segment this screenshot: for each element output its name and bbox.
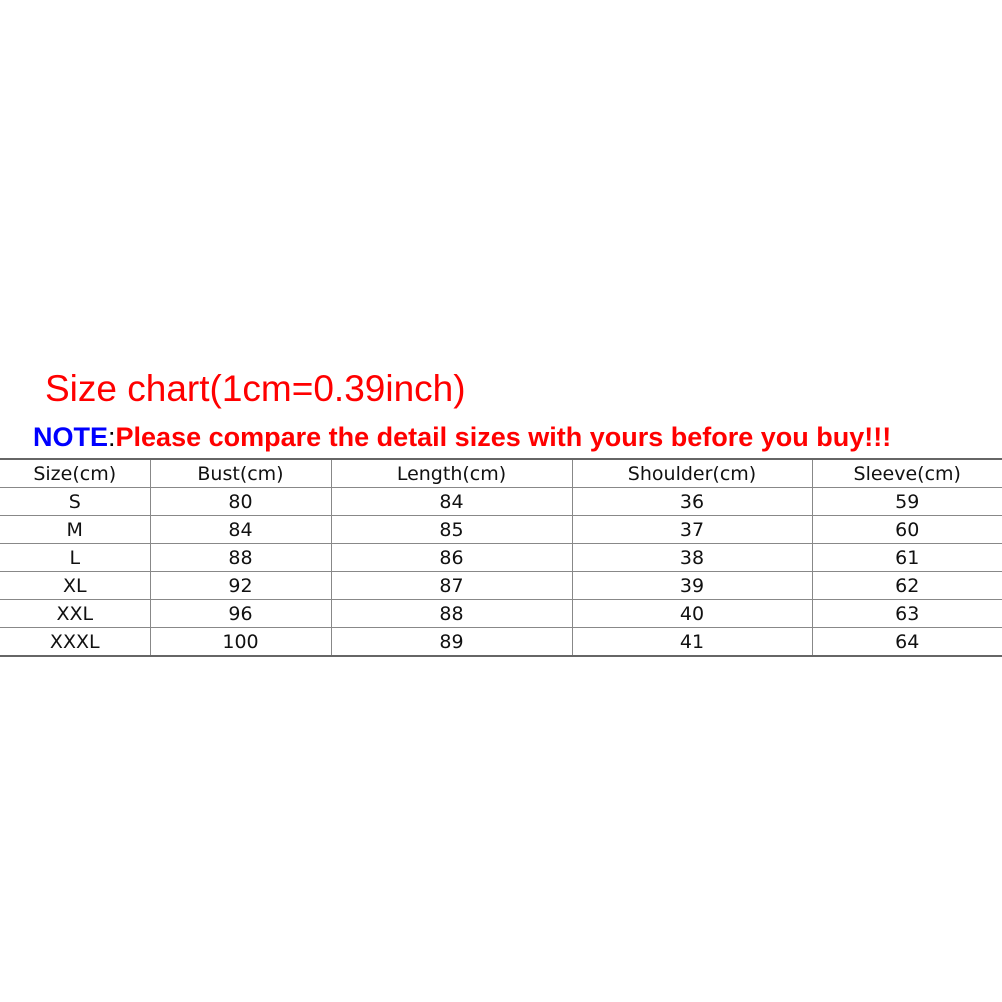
note-text: Please compare the detail sizes with you… [115, 422, 892, 452]
table-cell: 59 [811, 487, 1002, 516]
table-cell: 80 [149, 487, 331, 516]
table-cell: 87 [330, 571, 572, 600]
table-cell: XXL [0, 599, 150, 628]
table-cell: 64 [811, 627, 1002, 657]
note: NOTE:Please compare the detail sizes wit… [33, 422, 891, 453]
table-cell: 86 [330, 543, 572, 572]
column-header: Bust(cm) [149, 458, 331, 488]
table-cell: 84 [149, 515, 331, 544]
column-header: Size(cm) [0, 458, 150, 488]
table-cell: 61 [811, 543, 1002, 572]
table-cell: 62 [811, 571, 1002, 600]
table-cell: 92 [149, 571, 331, 600]
table-cell: M [0, 515, 150, 544]
table-cell: 63 [811, 599, 1002, 628]
table-cell: 89 [330, 627, 572, 657]
table-cell: 39 [571, 571, 812, 600]
table-cell: 84 [330, 487, 572, 516]
table-row: L 88 86 38 61 [0, 543, 1002, 572]
table-cell: 36 [571, 487, 812, 516]
column-header: Sleeve(cm) [811, 458, 1002, 488]
note-colon: : [108, 422, 116, 452]
table-row: S 80 84 36 59 [0, 487, 1002, 516]
table-cell: 40 [571, 599, 812, 628]
column-header: Length(cm) [330, 458, 572, 488]
table-header-row: Size(cm) Bust(cm) Length(cm) Shoulder(cm) Sl… [0, 458, 1002, 488]
table-row: M 84 85 37 60 [0, 515, 1002, 544]
table-cell: S [0, 487, 150, 516]
table-cell: 88 [330, 599, 572, 628]
table-cell: 41 [571, 627, 812, 657]
table-row: XXL 96 88 40 63 [0, 599, 1002, 628]
size-chart-title: Size chart(1cm=0.39inch) [45, 368, 466, 409]
table-cell: 60 [811, 515, 1002, 544]
table-cell: 88 [149, 543, 331, 572]
column-header: Shoulder(cm) [571, 458, 812, 488]
table-row: XL 92 87 39 62 [0, 571, 1002, 600]
table-cell: L [0, 543, 150, 572]
table-row: XXXL 100 89 41 64 [0, 627, 1002, 657]
table-cell: 85 [330, 515, 572, 544]
note-label: NOTE [33, 422, 109, 452]
table-cell: 96 [149, 599, 331, 628]
table-cell: XXXL [0, 627, 150, 657]
table-cell: XL [0, 571, 150, 600]
table-cell: 38 [571, 543, 812, 572]
table-cell: 37 [571, 515, 812, 544]
size-table: Size(cm) Bust(cm) Length(cm) Shoulder(cm) Sl… [0, 458, 1002, 657]
table-cell: 100 [149, 627, 331, 657]
